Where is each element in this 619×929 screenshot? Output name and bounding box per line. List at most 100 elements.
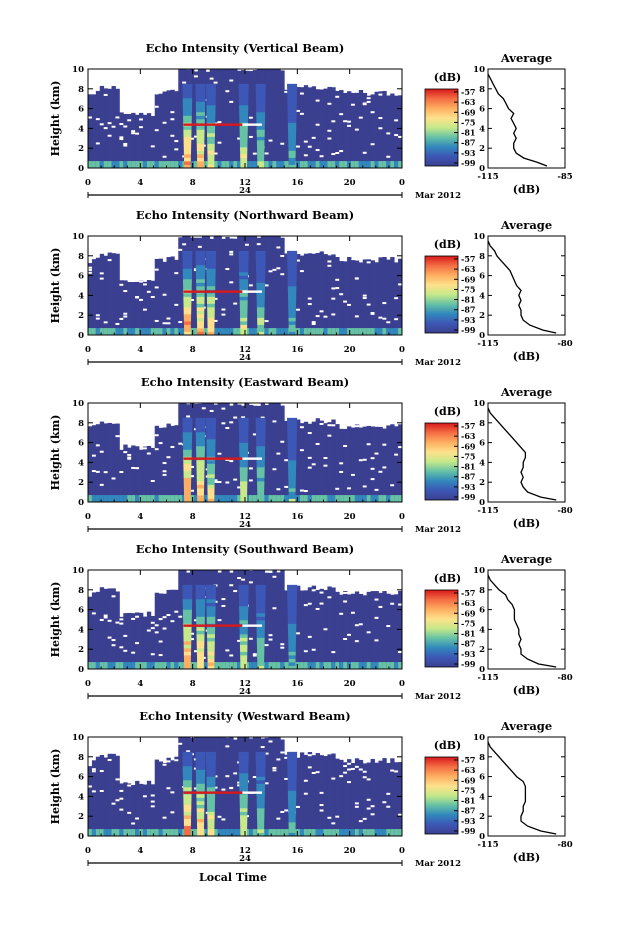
- echo-cell: [233, 570, 238, 669]
- echo-core: [206, 783, 216, 788]
- average-title: Average: [500, 719, 552, 733]
- echo-core: [256, 811, 265, 816]
- echo-cell: [154, 425, 160, 502]
- echo-cell: [284, 253, 289, 335]
- echo-cell: [221, 495, 226, 502]
- echo-gap: [347, 633, 352, 636]
- echo-core: [183, 125, 192, 130]
- echo-core: [287, 755, 298, 760]
- echo-gap: [127, 811, 132, 814]
- average-frame: [487, 402, 566, 503]
- echo-cell: [394, 829, 399, 836]
- echo-cell: [296, 829, 301, 836]
- echo-core: [287, 609, 297, 614]
- echo-core: [183, 783, 192, 788]
- echo-core: [287, 122, 297, 127]
- echo-gap: [252, 654, 258, 657]
- echo-cell: [378, 161, 383, 168]
- echo-core: [257, 818, 265, 823]
- bright-band-gap: [242, 624, 263, 627]
- echo-core: [240, 327, 248, 332]
- echo-core: [182, 421, 193, 426]
- echo-core: [182, 250, 193, 255]
- echo-cell: [150, 615, 156, 669]
- echo-cell: [280, 237, 285, 335]
- echo-gap: [327, 129, 332, 132]
- echo-cell: [378, 495, 383, 502]
- echo-core: [238, 250, 249, 255]
- echo-cell: [103, 328, 109, 335]
- echo-cell: [307, 328, 313, 335]
- echo-gap: [229, 100, 234, 103]
- echo-gap: [131, 822, 136, 825]
- echo-core: [256, 772, 266, 777]
- echo-core: [183, 811, 192, 816]
- echo-gap: [252, 776, 258, 779]
- echo-core: [239, 435, 249, 440]
- echo-core: [196, 303, 205, 308]
- echo-gap: [370, 805, 375, 808]
- echo-cell: [111, 495, 116, 502]
- echo-cell: [299, 328, 305, 335]
- average-title: Average: [500, 51, 552, 65]
- echo-gap: [354, 624, 360, 627]
- month-label: Mar 2012: [415, 358, 461, 368]
- echo-core: [287, 765, 297, 770]
- colorbar-tick-label: -87: [461, 138, 475, 148]
- echo-core: [240, 484, 248, 489]
- x-tick-label: 0: [85, 178, 91, 188]
- echo-cell: [178, 328, 183, 335]
- echo-core: [207, 153, 215, 158]
- x-tick-label: 0: [399, 178, 405, 188]
- echo-core: [196, 651, 205, 656]
- echo-cell: [307, 587, 313, 669]
- echo-cell: [174, 662, 179, 669]
- echo-core: [207, 661, 215, 666]
- echo-core: [287, 282, 297, 287]
- echo-gap: [307, 754, 313, 757]
- echo-core: [206, 285, 216, 290]
- echo-cell: [358, 829, 364, 836]
- echo-cell: [268, 662, 273, 669]
- echo-cell: [193, 662, 199, 669]
- echo-core: [196, 612, 205, 617]
- echo-cell: [123, 161, 128, 168]
- echo-core: [183, 612, 192, 617]
- echo-gap: [99, 123, 105, 126]
- echo-cell: [331, 753, 336, 836]
- x-tick-label: 8: [190, 512, 196, 522]
- echo-cell: [174, 425, 179, 502]
- echo-core: [195, 758, 206, 763]
- echo-core: [207, 306, 215, 311]
- echo-core: [287, 257, 297, 262]
- average-y-tick-label: 4: [479, 124, 485, 134]
- echo-core: [238, 595, 249, 600]
- echo-core: [287, 108, 297, 113]
- average-x-tick-label: -85: [557, 172, 572, 182]
- heatmap-field: [88, 403, 403, 503]
- echo-core: [182, 765, 193, 770]
- echo-cell: [315, 328, 320, 335]
- y-tick-label: 0: [78, 832, 84, 842]
- echo-gap: [276, 488, 281, 491]
- echo-core: [288, 157, 296, 162]
- average-y-tick-label: 2: [479, 144, 485, 154]
- echo-core: [287, 619, 297, 624]
- echo-cell: [170, 161, 175, 168]
- echo-gap: [331, 424, 336, 427]
- echo-core: [239, 278, 249, 283]
- echo-core: [196, 626, 205, 631]
- echo-core: [256, 278, 266, 283]
- echo-cell: [264, 662, 269, 669]
- echo-gap: [221, 313, 226, 316]
- echo-core: [239, 605, 249, 610]
- echo-gap: [123, 312, 128, 315]
- echo-cell: [339, 328, 344, 335]
- echo-core: [183, 129, 192, 134]
- echo-cell: [339, 495, 344, 502]
- echo-core: [205, 83, 217, 88]
- echo-gap: [307, 303, 313, 306]
- echo-cell: [248, 161, 254, 168]
- echo-cell: [225, 69, 230, 168]
- echo-core: [197, 665, 204, 670]
